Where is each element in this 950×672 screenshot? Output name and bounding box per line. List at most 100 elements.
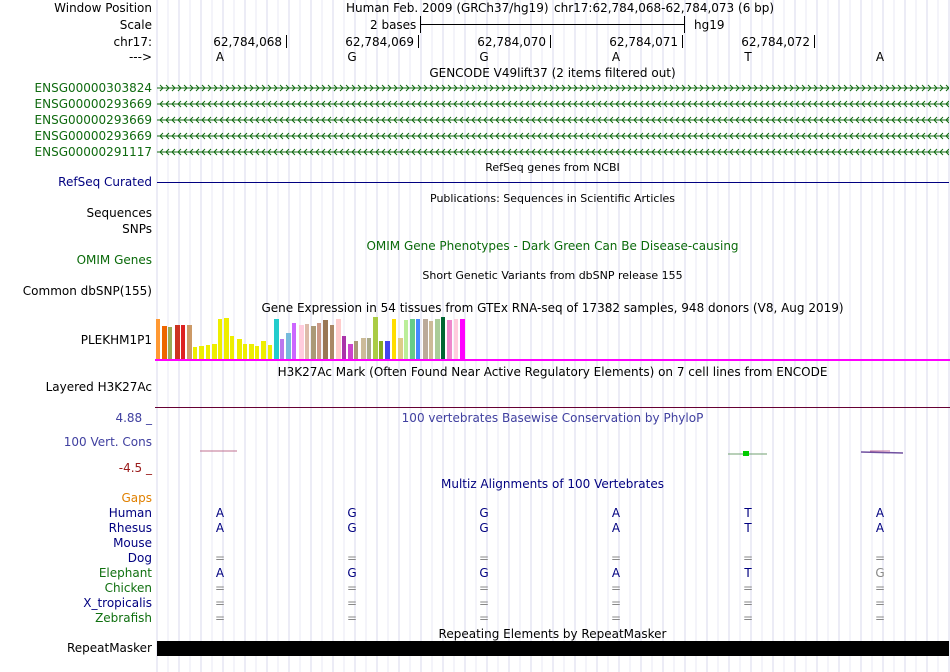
phylop-min: -4.5 _ — [118, 461, 152, 475]
publications-track-title: Publications: Sequences in Scientific Ar… — [430, 192, 675, 205]
snps-label[interactable]: SNPs — [122, 222, 152, 236]
refseq-track-title: RefSeq genes from NCBI — [485, 161, 620, 174]
gencode-gene-label[interactable]: ENSG00000293669 — [34, 113, 152, 127]
reference-base: A — [875, 50, 885, 64]
gtex-tissue-bar — [212, 344, 217, 359]
reference-base: G — [347, 50, 357, 64]
phylop-label[interactable]: 100 Vert. Cons — [63, 435, 152, 449]
gtex-tissue-bar — [299, 325, 304, 359]
gtex-gene-label[interactable]: PLEKHM1P1 — [80, 333, 152, 347]
alignment-base: G — [479, 566, 489, 580]
repeatmasker-label[interactable]: RepeatMasker — [66, 641, 152, 655]
repeatmasker-element[interactable] — [157, 641, 949, 656]
multiz-track-title: Multiz Alignments of 100 Vertebrates — [440, 477, 665, 491]
gtex-tissue-bar — [292, 323, 296, 359]
gtex-baseline — [155, 359, 950, 361]
gtex-tissue-bar — [404, 320, 408, 359]
gtex-tissue-bar — [311, 326, 316, 359]
gencode-gene-label[interactable]: ENSG00000291117 — [34, 145, 152, 159]
phylop-max: 4.88 _ — [115, 411, 152, 425]
gtex-tissue-bar — [342, 336, 346, 359]
alignment-base: = — [742, 596, 754, 610]
gtex-track-title: Gene Expression in 54 tissues from GTEx … — [261, 301, 844, 315]
alignment-base: A — [611, 521, 621, 535]
gencode-transcript[interactable] — [157, 82, 949, 94]
species-label[interactable]: Chicken — [104, 581, 152, 595]
alignment-base: = — [874, 551, 886, 565]
alignment-base: A — [215, 506, 225, 520]
h3k27ac-label[interactable]: Layered H3K27Ac — [45, 380, 152, 394]
gtex-tissue-bar — [237, 339, 242, 359]
gencode-transcript[interactable] — [157, 98, 949, 110]
dbsnp-label[interactable]: Common dbSNP(155) — [22, 284, 152, 298]
alignment-base: = — [478, 581, 490, 595]
gaps-label[interactable]: Gaps — [121, 491, 152, 505]
phylop-signal[interactable] — [155, 445, 950, 460]
refseq-label[interactable]: RefSeq Curated — [58, 175, 152, 189]
coordinate-tick — [418, 35, 419, 48]
publications-label[interactable]: Sequences — [86, 206, 152, 220]
gtex-tissue-bar — [255, 346, 259, 359]
scale-label: Scale — [119, 18, 152, 32]
species-label[interactable]: Elephant — [98, 566, 152, 580]
gtex-tissue-bar — [243, 344, 247, 359]
repeatmasker-track-title: Repeating Elements by RepeatMasker — [438, 627, 667, 641]
gencode-gene-label[interactable]: ENSG00000293669 — [34, 97, 152, 111]
gtex-tissue-bar — [385, 341, 390, 359]
species-label[interactable]: Mouse — [113, 536, 152, 550]
omim-track-title: OMIM Gene Phenotypes - Dark Green Can Be… — [366, 239, 739, 253]
alignment-base: A — [611, 506, 621, 520]
alignment-base: = — [346, 551, 358, 565]
alignment-base: = — [610, 551, 622, 565]
scale-bar — [420, 24, 685, 25]
window-position-label: Window Position — [54, 1, 152, 15]
coordinate-tick — [286, 35, 287, 48]
alignment-base: = — [610, 581, 622, 595]
gtex-bar-chart[interactable] — [155, 316, 950, 362]
gtex-tissue-bar — [156, 319, 160, 359]
gtex-tissue-bar — [348, 344, 353, 359]
gtex-tissue-bar — [187, 325, 192, 359]
alignment-base: = — [742, 581, 754, 595]
gtex-tissue-bar — [435, 319, 440, 359]
gtex-tissue-bar — [423, 319, 428, 359]
species-label[interactable]: Dog — [127, 551, 152, 565]
species-label[interactable]: Human — [108, 506, 152, 520]
gencode-gene-label[interactable]: ENSG00000293669 — [34, 129, 152, 143]
species-label[interactable]: Zebrafish — [95, 611, 152, 625]
gtex-tissue-bar — [305, 324, 309, 359]
alignment-base: = — [346, 611, 358, 625]
gtex-tissue-bar — [168, 327, 172, 359]
h3k27ac-track-title: H3K27Ac Mark (Often Found Near Active Re… — [277, 365, 828, 379]
reference-base: A — [611, 50, 621, 64]
alignment-base: = — [478, 611, 490, 625]
gtex-tissue-bar — [249, 344, 254, 359]
alignment-base: = — [214, 551, 226, 565]
species-label[interactable]: Rhesus — [108, 521, 152, 535]
alignment-base: G — [479, 521, 489, 535]
alignment-base: A — [215, 566, 225, 580]
alignment-base: = — [742, 611, 754, 625]
coordinate-label: 62,784,072 — [741, 35, 810, 49]
alignment-base: = — [610, 596, 622, 610]
gencode-gene-label[interactable]: ENSG00000303824 — [34, 81, 152, 95]
gtex-tissue-bar — [354, 341, 358, 359]
gtex-tissue-bar — [199, 346, 204, 359]
species-label[interactable]: X_tropicalis — [83, 596, 152, 610]
gtex-tissue-bar — [162, 326, 167, 359]
gtex-tissue-bar — [181, 325, 185, 359]
omim-label[interactable]: OMIM Genes — [76, 253, 152, 267]
gtex-tissue-bar — [367, 338, 371, 359]
gencode-transcript[interactable] — [157, 114, 949, 126]
alignment-base: = — [478, 551, 490, 565]
gtex-tissue-bar — [361, 338, 366, 359]
assembly-title: Human Feb. 2009 (GRCh37/hg19) — [346, 1, 549, 15]
refseq-gene-line[interactable] — [157, 182, 949, 183]
gencode-transcript[interactable] — [157, 146, 949, 158]
gencode-transcript[interactable] — [157, 130, 949, 142]
gtex-tissue-bar — [441, 317, 445, 359]
scale-text: 2 bases — [370, 18, 417, 32]
gtex-tissue-bar — [379, 341, 383, 359]
alignment-base: T — [744, 566, 752, 580]
gtex-tissue-bar — [206, 345, 210, 359]
